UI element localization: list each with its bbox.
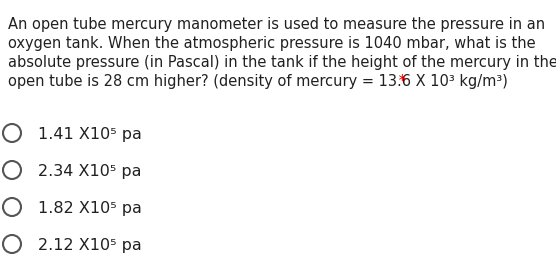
Text: 1.82 X10⁵ pa: 1.82 X10⁵ pa [38, 201, 142, 216]
Text: 1.41 X10⁵ pa: 1.41 X10⁵ pa [38, 127, 142, 142]
Text: open tube is 28 cm higher? (density of mercury = 13.6 X 10³ kg/m³): open tube is 28 cm higher? (density of m… [8, 74, 508, 89]
Text: 2.34 X10⁵ pa: 2.34 X10⁵ pa [38, 164, 141, 179]
Text: *: * [394, 74, 406, 89]
Text: 2.12 X10⁵ pa: 2.12 X10⁵ pa [38, 238, 142, 253]
Text: absolute pressure (in Pascal) in the tank if the height of the mercury in the: absolute pressure (in Pascal) in the tan… [8, 55, 556, 70]
Text: An open tube mercury manometer is used to measure the pressure in an: An open tube mercury manometer is used t… [8, 17, 545, 32]
Text: oxygen tank. When the atmospheric pressure is 1040 mbar, what is the: oxygen tank. When the atmospheric pressu… [8, 36, 535, 51]
